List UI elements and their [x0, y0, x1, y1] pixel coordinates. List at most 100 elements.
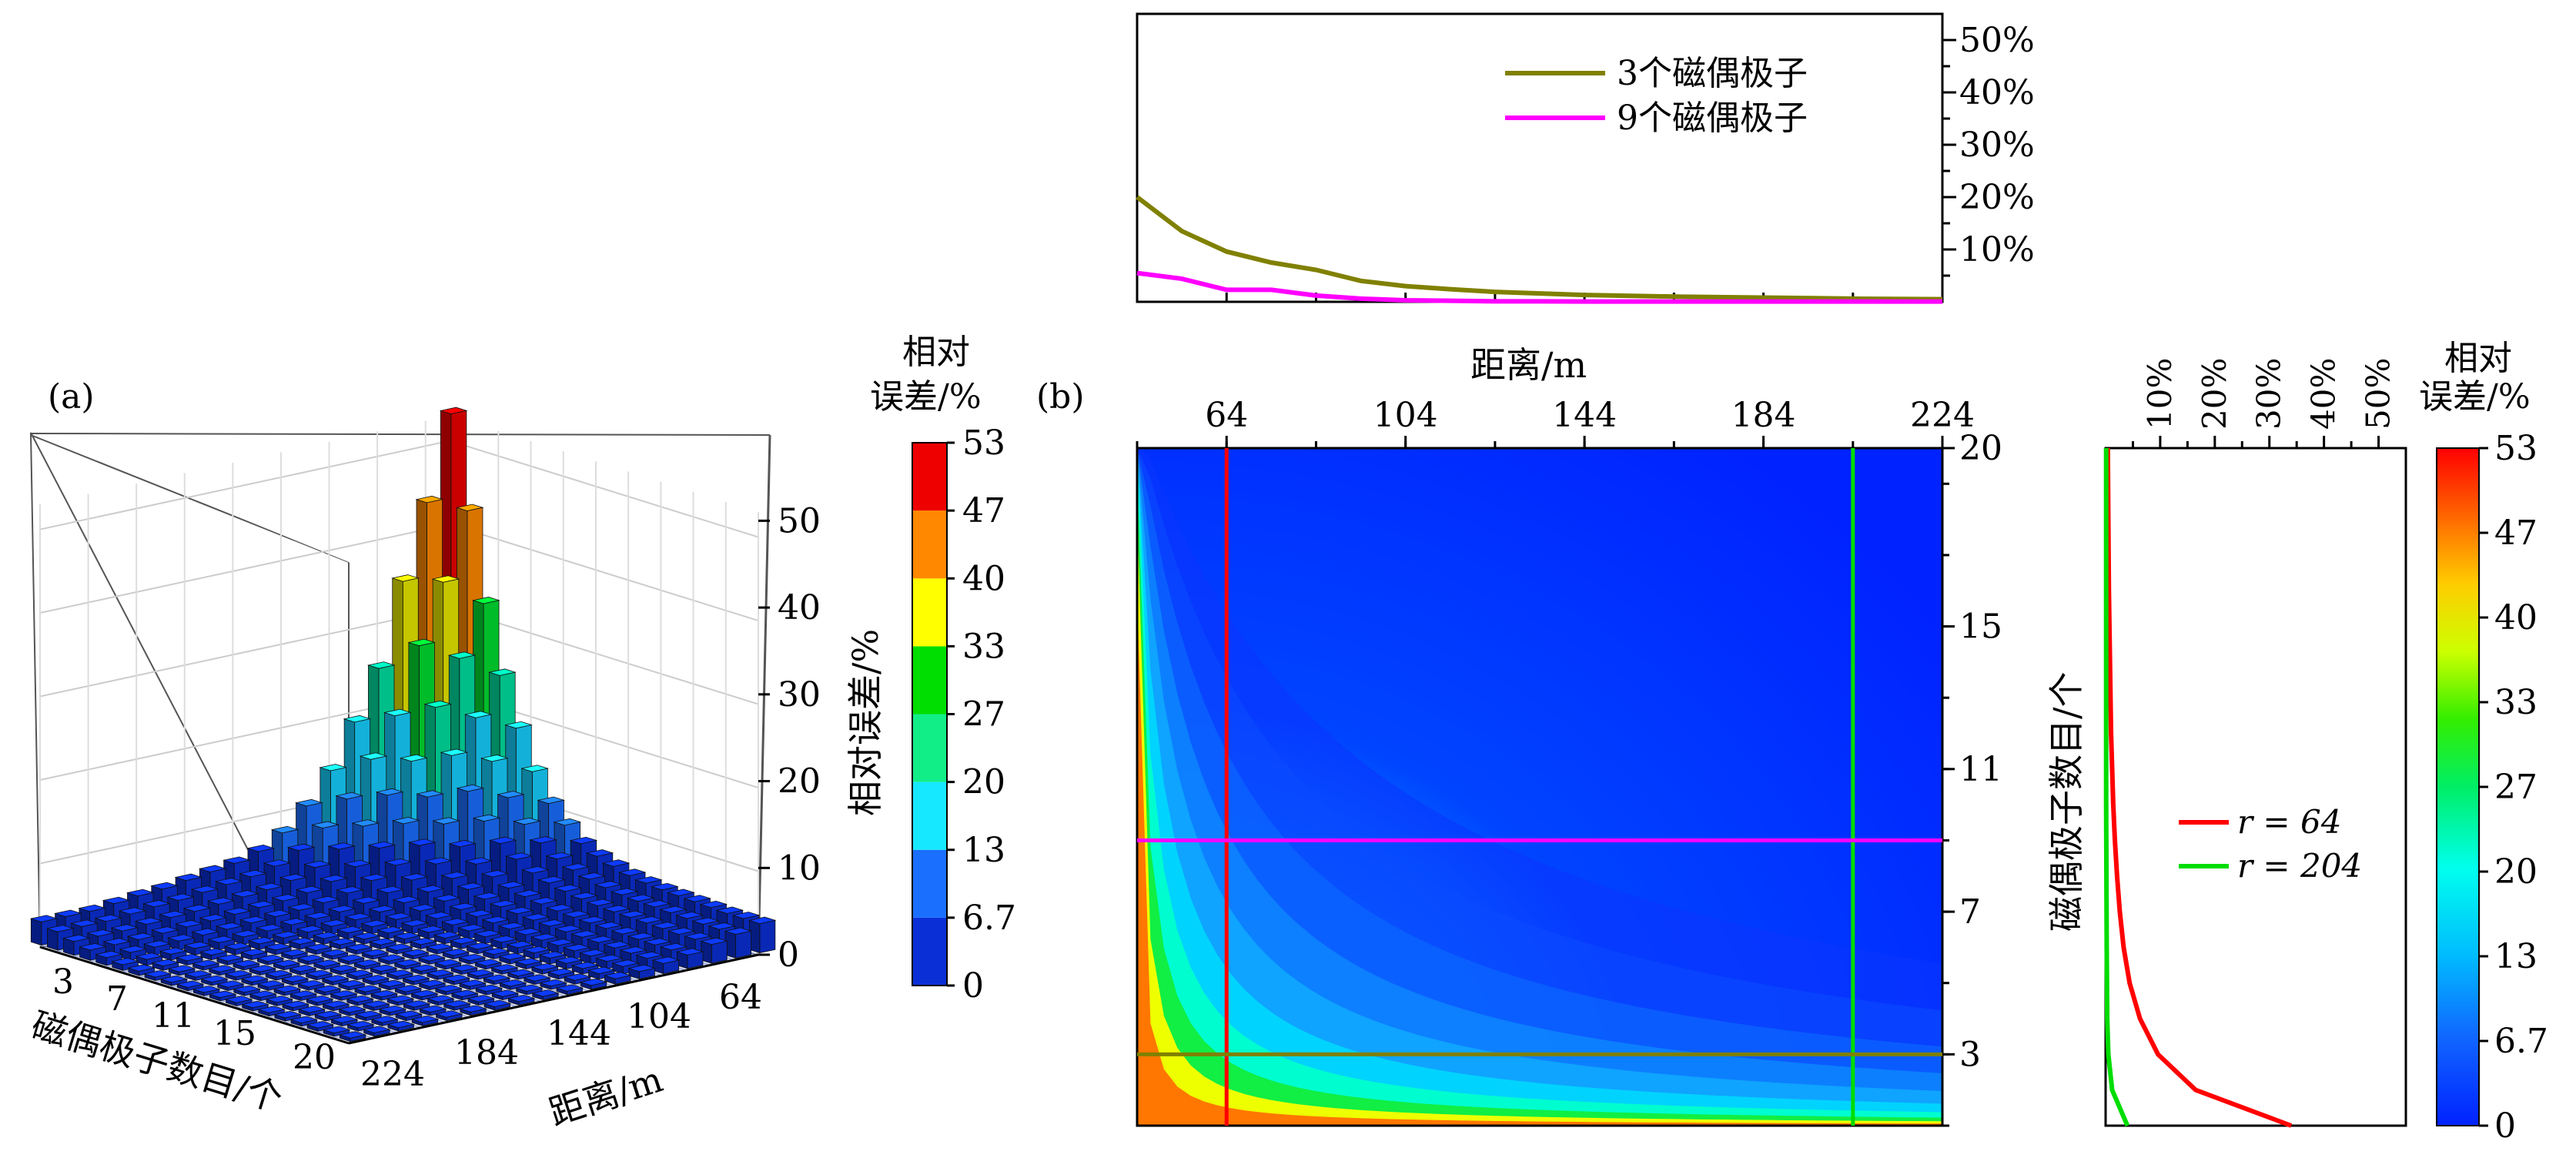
bar [183, 941, 212, 956]
bar-face-top [289, 990, 318, 998]
bar [352, 932, 381, 945]
bar [385, 969, 414, 981]
bar-face-top [514, 958, 543, 966]
bar-face-top [360, 949, 390, 957]
bar-face-top [553, 818, 582, 826]
bar [507, 994, 536, 1006]
bar-face-top [554, 925, 583, 932]
right-plot-ticks: 10% 20% 30% 40% 50% [2131, 358, 2397, 448]
heat-x-tick-label: 224 [1910, 396, 1975, 435]
series-line-r64 [2105, 447, 2293, 1128]
bar-face-top [480, 755, 509, 762]
bar [467, 995, 496, 1006]
bar [724, 927, 753, 959]
colorbar-a-segment [912, 714, 947, 782]
bar-face-top [496, 791, 525, 798]
colorbar-b-title-1: 相对 [2444, 339, 2512, 378]
bar-face-top [651, 956, 681, 964]
bar-face-top [392, 895, 421, 904]
bar-face-top [554, 884, 582, 892]
bar [183, 970, 212, 982]
bar-face-top [418, 979, 447, 987]
bar-face-top [377, 979, 406, 987]
bar-face-top [231, 890, 259, 898]
bar-face-top [417, 954, 447, 962]
bar-face-top [424, 857, 453, 865]
bar [135, 952, 164, 966]
bar-face-top [360, 919, 389, 928]
bar-face-top [256, 980, 286, 988]
bar-face-top [376, 926, 405, 934]
top-y-tick-label: 50% [1959, 21, 2035, 60]
bar-face-top [338, 1006, 366, 1013]
bar-face-top [386, 1020, 416, 1029]
bar-face-top [344, 943, 373, 951]
bar-face-top [450, 989, 479, 997]
bar [256, 980, 286, 991]
bar-face-top [376, 885, 405, 894]
bar-face-top [497, 881, 526, 889]
right-x-tick-label: 10% [2141, 358, 2179, 430]
bar [385, 943, 413, 955]
bar-face-top [579, 978, 608, 986]
heat-y-tick-label: 20 [1959, 429, 2002, 468]
bar-face-top [239, 915, 268, 924]
bar-face-top [296, 925, 325, 933]
bar [176, 980, 205, 992]
bar [151, 959, 180, 971]
bar [225, 996, 253, 1007]
bar [434, 1010, 463, 1022]
bar-face-top [303, 860, 332, 868]
z-tick-label: 50 [778, 501, 821, 541]
bar-face-top [537, 919, 567, 927]
bar [330, 990, 358, 1001]
bar-face-top [523, 974, 551, 982]
bar [410, 1016, 440, 1026]
bar [515, 984, 544, 996]
bar-face-top [375, 788, 404, 796]
bar-face-top [472, 814, 501, 822]
bar-face-top [498, 952, 527, 960]
bar-face-top [330, 1016, 359, 1023]
bar-face-top [587, 966, 616, 974]
bar-face-top [296, 979, 326, 988]
bar [167, 934, 196, 951]
bar-face-top [345, 969, 374, 977]
bar [579, 978, 608, 990]
bar-face-top [330, 990, 358, 998]
bar-face-top [441, 949, 470, 956]
bar-face-top [304, 943, 333, 951]
bar-face-top [410, 964, 438, 972]
bar-face-top [425, 943, 454, 951]
bar-face-top [546, 904, 574, 912]
bar [280, 949, 309, 960]
bar-face-top [319, 875, 348, 882]
y-axis-ticks: 3 7 11 15 20 [52, 962, 336, 1077]
bar-face-top [490, 964, 519, 972]
bar-face-top [667, 889, 695, 896]
bar [95, 950, 123, 966]
bar-face-top [223, 942, 253, 950]
z-tick-label: 40 [778, 588, 821, 628]
colorbar-a-tick-label: 20 [962, 763, 1005, 802]
colorbar-a-title-1: 相对 [902, 333, 970, 372]
bar [143, 970, 172, 982]
bar-face-top [562, 944, 591, 952]
bar-face-top [635, 951, 664, 959]
y-tick-label: 7 [106, 979, 128, 1019]
bar-face-top [327, 842, 356, 850]
z-tick-label: 0 [778, 935, 799, 975]
bar-face-top [159, 910, 187, 919]
bar-face-top [256, 954, 285, 962]
bar [192, 986, 221, 996]
x-tick-label: 144 [547, 1014, 611, 1053]
bar-face-top [142, 940, 172, 948]
colorbar-b-tick-label: 20 [2494, 852, 2538, 892]
heatmap-band [1137, 448, 1942, 1126]
bar [216, 980, 245, 992]
bar-face-top [45, 925, 75, 932]
bar-face-top [634, 876, 663, 884]
bar [376, 954, 406, 966]
bar [393, 959, 422, 970]
bar-face-top [70, 919, 99, 927]
